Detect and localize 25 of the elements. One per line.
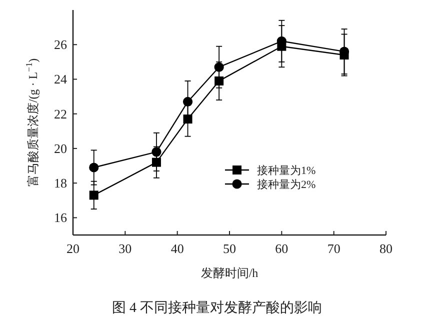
- x-tick-label: 70: [327, 241, 340, 256]
- point: [89, 190, 98, 200]
- y-tick-label: 20: [54, 140, 67, 156]
- y-tick-label: 24: [54, 72, 68, 87]
- point: [183, 114, 192, 124]
- legend-label: 接种量为2%: [257, 178, 316, 191]
- x-tick-label: 20: [66, 241, 80, 256]
- y-tick-label: 22: [54, 106, 67, 122]
- y-tick-label: 16: [54, 210, 68, 226]
- y-tick-label: 26: [54, 37, 68, 52]
- x-tick-label: 80: [380, 241, 392, 256]
- point: [277, 42, 286, 51]
- text: 图 4 不同接种量对发酵产酸的影响: [112, 300, 322, 316]
- point: [89, 162, 99, 172]
- x-axis-title: 发酵时间/h: [200, 266, 258, 280]
- legend-label: 接种量为1%: [257, 164, 316, 177]
- point: [214, 76, 224, 86]
- point: [182, 96, 193, 107]
- x-tick-label: 40: [170, 241, 184, 256]
- x-tick-label: 30: [118, 241, 132, 256]
- x-tick-label: 50: [223, 241, 236, 256]
- point: [152, 158, 161, 167]
- x-tick-label: 60: [275, 241, 288, 256]
- y-tick-label: 18: [54, 176, 67, 191]
- point: [340, 50, 349, 60]
